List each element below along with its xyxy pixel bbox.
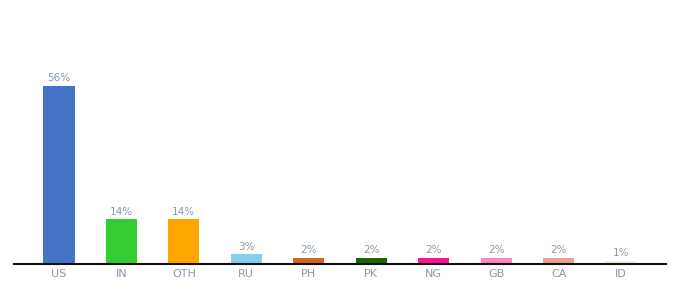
Bar — [356, 258, 387, 264]
Text: 2%: 2% — [550, 245, 567, 255]
Text: 2%: 2% — [426, 245, 442, 255]
Bar — [481, 258, 512, 264]
Bar — [293, 258, 324, 264]
Text: 2%: 2% — [488, 245, 505, 255]
Bar — [418, 258, 449, 264]
Bar — [543, 258, 574, 264]
Bar — [231, 254, 262, 264]
Bar — [44, 85, 75, 264]
Text: 2%: 2% — [301, 245, 317, 255]
Text: 56%: 56% — [48, 73, 71, 83]
Text: 14%: 14% — [172, 207, 195, 217]
Bar — [106, 219, 137, 264]
Text: 14%: 14% — [109, 207, 133, 217]
Text: 2%: 2% — [363, 245, 379, 255]
Text: 3%: 3% — [238, 242, 254, 252]
Bar — [168, 219, 199, 264]
Bar — [605, 261, 636, 264]
Text: 1%: 1% — [613, 248, 630, 258]
